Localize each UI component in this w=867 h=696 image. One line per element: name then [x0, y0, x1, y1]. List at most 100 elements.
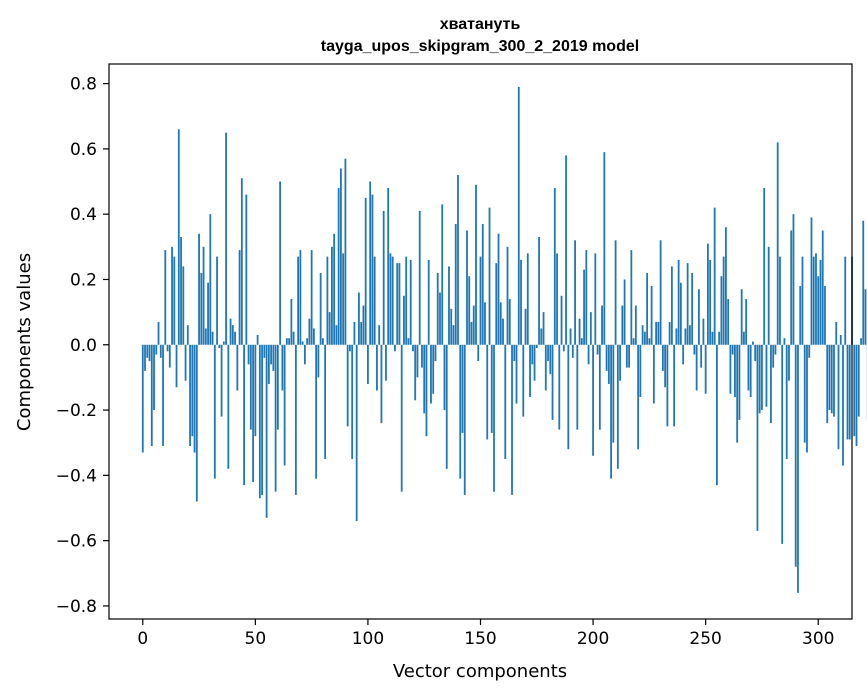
bar-series: [141, 86, 867, 593]
bar: [267, 344, 270, 384]
bar: [150, 344, 153, 446]
y-tick-label: −0.6: [56, 532, 97, 552]
bar: [601, 305, 603, 345]
bar: [641, 325, 644, 345]
bar: [565, 155, 567, 345]
bar: [319, 272, 322, 345]
bar: [857, 344, 860, 417]
bar: [698, 289, 700, 345]
bar: [373, 256, 376, 345]
bar: [204, 328, 207, 345]
bar: [506, 246, 509, 345]
y-tick-label: 0.6: [70, 140, 97, 160]
bar: [828, 344, 831, 411]
x-tick-label: 50: [245, 629, 267, 649]
bar: [776, 142, 779, 345]
bar: [310, 250, 313, 345]
bar: [497, 233, 500, 345]
bar: [524, 308, 527, 345]
bar: [427, 259, 430, 345]
bar: [648, 338, 651, 345]
bar: [292, 331, 295, 345]
bar: [747, 344, 750, 391]
bar: [551, 344, 554, 420]
bar: [607, 344, 610, 384]
bar: [835, 321, 838, 345]
bar: [378, 325, 381, 345]
bar: [177, 129, 180, 345]
bar: [668, 321, 671, 345]
bar: [790, 230, 793, 345]
bar: [463, 344, 466, 495]
bar: [815, 253, 817, 345]
bar: [288, 338, 291, 345]
bar: [612, 344, 615, 443]
bar: [839, 334, 842, 345]
bar: [646, 272, 649, 345]
bar: [549, 344, 552, 375]
bar: [686, 263, 689, 345]
bar: [830, 344, 833, 414]
bar: [479, 256, 482, 345]
bar: [398, 263, 401, 345]
bar: [614, 240, 617, 345]
bar: [425, 344, 428, 437]
bar: [659, 240, 662, 345]
bar: [252, 344, 254, 482]
bar: [535, 344, 538, 349]
bar: [799, 286, 802, 345]
bar: [558, 344, 561, 430]
bar: [164, 250, 167, 345]
bar: [229, 318, 232, 345]
bar: [385, 344, 387, 381]
bar: [148, 344, 151, 362]
bar: [655, 321, 658, 345]
bar: [358, 292, 360, 345]
bar: [200, 272, 203, 345]
bar: [821, 230, 824, 345]
bar: [276, 344, 279, 430]
x-tick-label: 250: [689, 629, 721, 649]
bar: [445, 344, 448, 469]
bar: [468, 276, 471, 345]
bar: [603, 152, 606, 345]
bar: [729, 344, 732, 394]
bar: [718, 331, 721, 345]
bar: [736, 344, 739, 443]
bar: [294, 344, 297, 495]
bar: [594, 253, 597, 345]
bar: [481, 223, 484, 345]
bar: [299, 250, 302, 345]
bar: [652, 344, 655, 404]
bar: [616, 344, 619, 469]
bar: [495, 263, 498, 345]
bar: [477, 344, 480, 362]
bar: [285, 338, 288, 345]
bar: [454, 223, 457, 345]
bar: [752, 341, 754, 345]
bar: [171, 246, 173, 345]
bar: [441, 204, 444, 345]
bar: [333, 233, 336, 345]
bar: [265, 344, 268, 518]
bar: [562, 344, 565, 352]
bar: [173, 256, 176, 345]
bar: [337, 188, 340, 345]
bar: [432, 344, 435, 394]
bar: [198, 233, 200, 345]
bar: [693, 344, 696, 355]
bar: [806, 344, 808, 453]
bar: [628, 344, 630, 368]
bar: [436, 272, 439, 345]
bar: [238, 250, 241, 345]
bar: [396, 263, 399, 345]
bar: [312, 328, 315, 345]
bar: [722, 256, 725, 345]
bar: [493, 344, 495, 492]
bar: [184, 344, 187, 381]
x-tick-label: 150: [464, 629, 496, 649]
bar: [770, 344, 772, 424]
bar: [783, 338, 786, 345]
bar: [216, 256, 218, 345]
